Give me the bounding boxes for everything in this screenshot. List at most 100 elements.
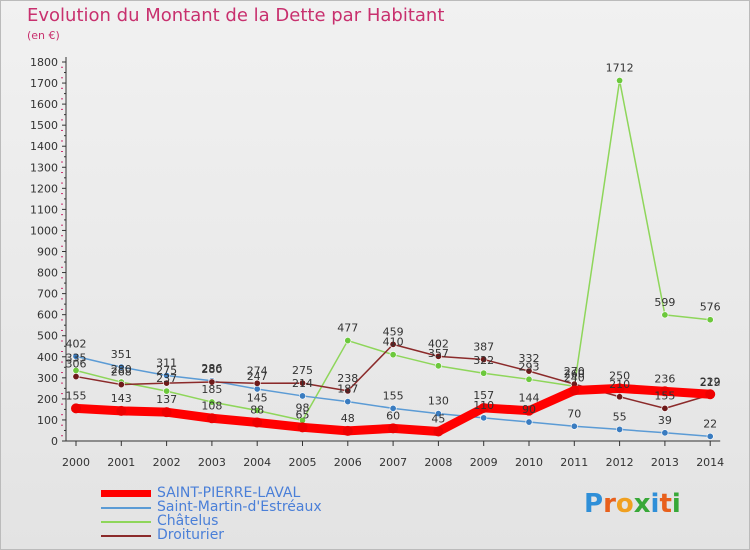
data-point: [298, 379, 306, 387]
data-label: 238: [337, 372, 358, 385]
data-label: 222: [700, 375, 721, 388]
x-tick-label: 2009: [470, 456, 498, 469]
data-label: 45: [431, 413, 445, 426]
x-tick-label: 2006: [334, 456, 362, 469]
data-point: [706, 432, 714, 440]
chart-axes: 0 100 200 300 400 500 600 700 800 900 1000 1100 1200…: [30, 56, 724, 469]
data-point: [570, 422, 578, 430]
data-label: 22: [703, 417, 717, 430]
data-point: [161, 407, 172, 418]
data-label: 247: [247, 370, 268, 383]
data-point: [163, 387, 171, 395]
data-point: [525, 418, 533, 426]
data-point: [344, 337, 352, 345]
data-point: [117, 381, 125, 389]
data-point: [616, 425, 624, 433]
data-point: [616, 393, 624, 401]
data-label: 357: [428, 347, 449, 360]
logo-letter: P: [584, 489, 604, 519]
y-tick-label: 1800: [30, 56, 58, 69]
data-point: [208, 378, 216, 386]
y-tick-label: 1400: [30, 140, 58, 153]
data-label: 157: [473, 389, 494, 402]
data-label: 459: [383, 325, 404, 338]
logo-letter: x: [633, 489, 651, 519]
x-tick-label: 2013: [651, 456, 679, 469]
data-label: 280: [111, 363, 132, 376]
data-point: [661, 429, 669, 437]
data-label: 240: [564, 371, 585, 384]
data-point: [163, 379, 171, 387]
y-tick-label: 100: [37, 414, 58, 427]
data-point: [389, 340, 397, 348]
x-tick-label: 2004: [243, 456, 271, 469]
logo-letter: r: [603, 489, 616, 519]
data-label: 274: [247, 364, 268, 377]
data-label: 155: [383, 389, 404, 402]
y-tick-label: 1700: [30, 77, 58, 90]
legend-swatch: [101, 507, 151, 509]
data-label: 60: [386, 409, 400, 422]
data-point: [525, 367, 533, 375]
data-point: [614, 383, 625, 394]
data-label: 210: [609, 378, 630, 391]
y-tick-label: 1200: [30, 182, 58, 195]
data-point: [661, 404, 669, 412]
data-point: [253, 379, 261, 387]
data-label: 402: [428, 337, 449, 350]
data-point: [298, 392, 306, 400]
data-label: 311: [156, 357, 177, 370]
proxiti-logo: Proxiti: [584, 489, 681, 519]
data-point: [433, 426, 444, 437]
data-label: 88: [250, 403, 264, 416]
data-label: 335: [66, 351, 87, 364]
data-label: 90: [522, 403, 536, 416]
legend-swatch: [101, 535, 151, 537]
data-label: 286: [201, 362, 222, 375]
data-label: 293: [519, 360, 540, 373]
y-tick-label: 600: [37, 309, 58, 322]
data-label: 145: [247, 391, 268, 404]
data-point: [297, 422, 308, 433]
data-label: 322: [473, 354, 494, 367]
y-tick-label: 1300: [30, 161, 58, 174]
data-label: 55: [613, 410, 627, 423]
y-tick-label: 800: [37, 267, 58, 280]
data-point: [661, 311, 669, 319]
data-point: [208, 398, 216, 406]
y-tick-label: 0: [51, 435, 58, 448]
data-label: 108: [201, 399, 222, 412]
data-point: [252, 417, 263, 428]
data-label: 410: [383, 336, 404, 349]
data-label: 137: [156, 393, 177, 406]
data-label: 155: [66, 389, 87, 402]
data-label: 236: [654, 372, 675, 385]
x-tick-label: 2008: [424, 456, 452, 469]
legend-label: Droiturier: [157, 527, 225, 543]
x-tick-label: 2014: [696, 456, 724, 469]
y-tick-label: 1100: [30, 203, 58, 216]
data-label: 275: [292, 364, 313, 377]
data-label: 250: [609, 369, 630, 382]
data-point: [72, 373, 80, 381]
data-label: 185: [201, 383, 222, 396]
data-point: [659, 386, 670, 397]
y-tick-label: 1000: [30, 224, 58, 237]
data-label: 599: [654, 296, 675, 309]
data-label: 39: [658, 414, 672, 427]
y-tick-label: 700: [37, 288, 58, 301]
data-label: 130: [428, 395, 449, 408]
logo-letter: i: [650, 489, 660, 519]
data-point: [434, 352, 442, 360]
logo-letter: o: [615, 489, 634, 519]
data-point: [163, 372, 171, 380]
logo-letter: i: [671, 489, 681, 519]
data-point: [344, 387, 352, 395]
x-tick-label: 2005: [289, 456, 317, 469]
data-label: 351: [111, 348, 132, 361]
data-point: [389, 351, 397, 359]
chart-title: Evolution du Montant de la Dette par Hab…: [27, 5, 445, 26]
data-labels-layer: 335 280 237 185 145 98 477 410 357 322 293 260 1712 5…: [66, 62, 721, 431]
data-label: 237: [156, 372, 177, 385]
data-point: [388, 423, 399, 434]
